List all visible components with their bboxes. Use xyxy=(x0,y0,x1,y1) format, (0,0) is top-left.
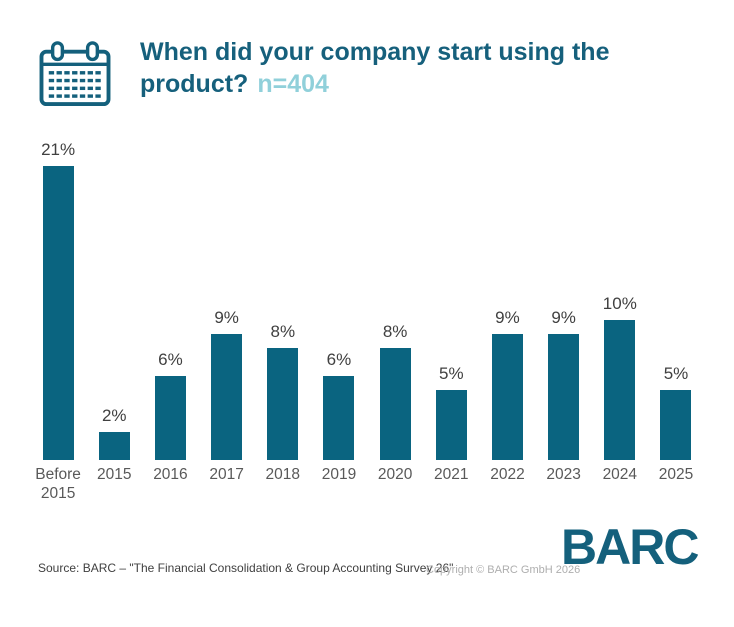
bar-value-label: 9% xyxy=(495,308,520,327)
x-axis-labels: Before 2015 2015 2016 2017 2018 2019 2020 2021 2… xyxy=(30,465,704,503)
x-axis-label: 2021 xyxy=(434,466,469,483)
bar xyxy=(604,320,636,460)
bar-column: 9% xyxy=(199,130,255,460)
x-axis-label: 2019 xyxy=(321,466,357,483)
bar-value-label: 5% xyxy=(663,364,689,383)
x-axis-label: 2024 xyxy=(602,466,638,483)
x-axis-label: 2020 xyxy=(377,466,413,483)
x-axis-label: 2017 xyxy=(209,466,244,483)
bar xyxy=(548,334,580,460)
x-axis-label: 2015 xyxy=(97,466,132,483)
bar-column: 9% xyxy=(536,130,592,460)
x-axis-label: 2022 xyxy=(490,466,525,483)
bar xyxy=(435,390,467,460)
bar xyxy=(98,432,130,460)
chart-title: When did your company start using the pr… xyxy=(140,36,660,100)
bar-value-label: 2% xyxy=(101,406,127,425)
bar-column: 2% xyxy=(86,130,142,460)
bar xyxy=(211,334,243,460)
bar-column: 9% xyxy=(479,130,535,460)
x-axis-label: Before 2015 xyxy=(35,466,81,502)
copyright-note: Copyright © BARC GmbH 2026 xyxy=(426,564,581,576)
bar-column: 21% xyxy=(30,130,86,460)
bar-value-label: 21% xyxy=(41,140,76,159)
bar xyxy=(42,166,74,460)
x-axis-label: 2023 xyxy=(546,466,581,483)
bar-column: 6% xyxy=(311,130,367,460)
bar-column: 10% xyxy=(592,130,648,460)
calendar-dashes xyxy=(48,71,101,98)
barc-logo: BARC xyxy=(561,519,699,575)
bar xyxy=(323,376,355,460)
calendar-icon xyxy=(39,41,111,107)
bar xyxy=(491,334,523,460)
sample-size-label: n=404 xyxy=(257,70,329,98)
chart-title-text: When did your company start using the pr… xyxy=(140,38,610,98)
x-axis-label: 2018 xyxy=(265,466,301,483)
bar-column: 5% xyxy=(423,130,479,460)
bar-value-label: 8% xyxy=(270,322,296,341)
bar-column: 5% xyxy=(648,130,704,460)
source-note: Source: BARC – "The Financial Consolidat… xyxy=(38,561,454,575)
bar-column: 8% xyxy=(255,130,311,460)
bar xyxy=(154,376,186,460)
bar-value-label: 10% xyxy=(602,294,637,313)
bar-value-label: 6% xyxy=(158,350,183,369)
x-axis-label: 2016 xyxy=(153,466,188,483)
bar-value-label: 9% xyxy=(551,308,576,327)
bar-chart: 21% 2% 6% 9% 8% 6% 8% 5% 9% 9% 10% 5% xyxy=(30,130,704,460)
bar xyxy=(267,348,299,460)
bar-column: 6% xyxy=(142,130,198,460)
bar-value-label: 8% xyxy=(382,322,408,341)
bar-column: 8% xyxy=(367,130,423,460)
chart-header: When did your company start using the pr… xyxy=(38,36,660,108)
bar-value-label: 9% xyxy=(214,308,239,327)
bar xyxy=(660,390,692,460)
bar xyxy=(379,348,411,460)
x-axis-label: 2025 xyxy=(658,466,694,483)
bar-value-label: 6% xyxy=(326,350,352,369)
bar-value-label: 5% xyxy=(439,364,464,383)
